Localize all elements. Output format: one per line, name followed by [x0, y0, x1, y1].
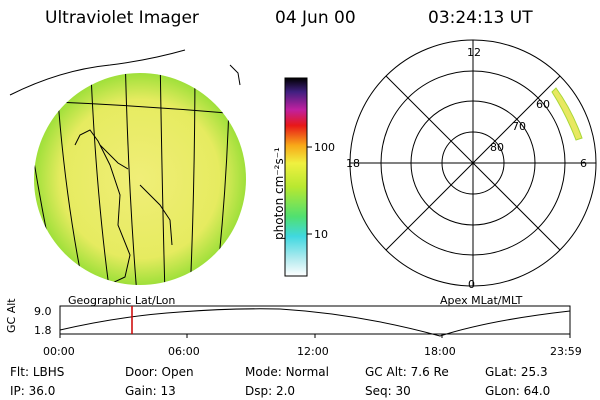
- app-title: Ultraviolet Imager: [45, 8, 199, 28]
- mlat-label-60: 60: [536, 98, 550, 111]
- polar-axis-diag2: [385, 75, 561, 251]
- mlt-label-12: 12: [467, 46, 481, 59]
- orbit-xtick-0000: 00:00: [43, 345, 75, 358]
- orbit-ytick-1.8: 1.8: [34, 324, 52, 337]
- info-glat: GLat: 25.3: [485, 365, 548, 379]
- aurora-patch: [551, 87, 583, 141]
- colorbar-label: photon cm⁻²s⁻¹: [272, 147, 286, 240]
- time-label: 03:24:13 UT: [428, 8, 533, 28]
- orbit-ylabel: GC Alt: [5, 298, 18, 333]
- polar-plot: [349, 39, 597, 287]
- orbit-xtick-0600: 06:00: [168, 345, 200, 358]
- orbit-ytick-9: 9.0: [34, 305, 52, 318]
- orbit-curve: [59, 308, 571, 337]
- color-bar: [284, 77, 312, 277]
- caption-apex: Apex MLat/MLT: [440, 294, 523, 307]
- mlt-label-18: 18: [346, 157, 360, 170]
- mlt-label-6: 6: [580, 157, 587, 170]
- info-dsp: Dsp: 2.0: [245, 384, 296, 398]
- info-ip: IP: 36.0: [10, 384, 56, 398]
- mlt-label-0: 0: [468, 278, 475, 291]
- orbit-xtick-2359: 23:59: [550, 345, 582, 358]
- info-mode: Mode: Normal: [245, 365, 329, 379]
- info-glon: GLon: 64.0: [485, 384, 551, 398]
- info-door: Door: Open: [125, 365, 194, 379]
- info-flt: Flt: LBHS: [10, 365, 65, 379]
- info-seq: Seq: 30: [365, 384, 411, 398]
- caption-geographic: Geographic Lat/Lon: [68, 294, 176, 307]
- orbit-plot: [59, 305, 571, 338]
- orbit-xtick-1800: 18:00: [424, 345, 456, 358]
- mlat-label-70: 70: [512, 120, 526, 133]
- geographic-image: [9, 49, 246, 285]
- info-gain: Gain: 13: [125, 384, 176, 398]
- mlat-label-80: 80: [490, 141, 504, 154]
- colorbar-tick-100: 100: [314, 141, 335, 154]
- colorbar-tick-10: 10: [314, 228, 328, 241]
- orbit-xtick-1200: 12:00: [297, 345, 329, 358]
- info-gc-alt: GC Alt: 7.6 Re: [365, 365, 449, 379]
- date-label: 04 Jun 00: [275, 8, 356, 28]
- earth-disk: [34, 73, 246, 285]
